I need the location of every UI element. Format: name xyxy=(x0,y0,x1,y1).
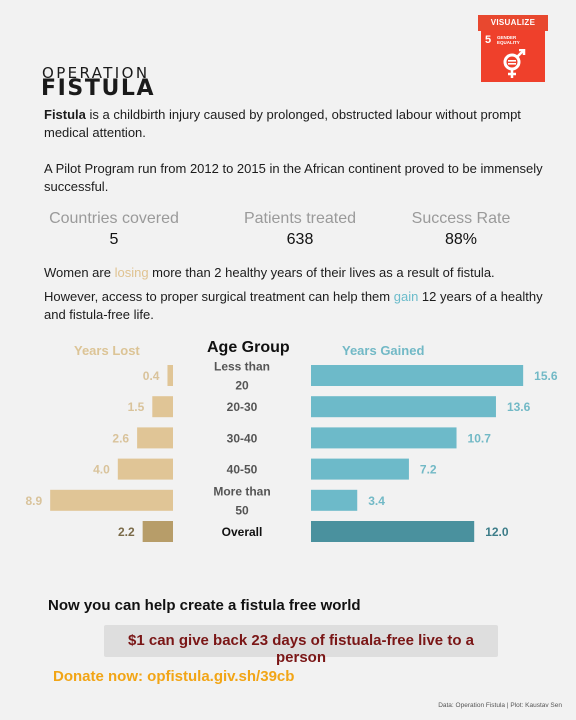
lost-bar xyxy=(152,396,173,418)
impact-p1-after: more than 2 healthy years of their lives… xyxy=(148,265,495,280)
donate-link[interactable]: Donate now: opfistula.giv.sh/39cb xyxy=(53,668,295,685)
gained-bar xyxy=(311,458,409,480)
cta-title: Now you can help create a fistula free w… xyxy=(48,597,361,614)
intro-rest: is a childbirth injury caused by prolong… xyxy=(44,107,521,140)
sdg-goal-text-2: EQUALITY xyxy=(497,40,520,45)
sdg-goal-number: 5 xyxy=(485,34,492,46)
sdg-goal-badge: 5 GENDER EQUALITY xyxy=(481,30,545,82)
cta-box: $1 can give back 23 days of fistuala-fre… xyxy=(104,625,498,666)
cta-box-text: $1 can give back 23 days of fistuala-fre… xyxy=(128,632,474,666)
logo-line-1: OPERATION xyxy=(42,64,150,82)
intro-paragraph: Fistula is a childbirth injury caused by… xyxy=(44,106,544,142)
lost-bar xyxy=(50,489,173,511)
gained-bar xyxy=(311,396,496,418)
age-group-label: 30-40 xyxy=(227,431,258,445)
lost-value-label: 4.0 xyxy=(93,463,110,477)
header-years-gained: Years Gained xyxy=(342,343,425,358)
age-group-label: More than xyxy=(213,484,270,498)
impact-p1-before: Women are xyxy=(44,265,115,280)
gained-value-label: 7.2 xyxy=(420,463,437,477)
impact-losing-word: losing xyxy=(114,265,149,280)
age-group-label: 20 xyxy=(235,379,249,393)
lost-bar xyxy=(167,365,173,386)
stat-value-patients: 638 xyxy=(286,231,314,248)
lost-value-label: 1.5 xyxy=(128,400,145,414)
header-age-group: Age Group xyxy=(207,339,290,356)
gained-value-label: 13.6 xyxy=(507,400,531,414)
stat-label-success: Success Rate xyxy=(411,210,511,227)
lost-value-label: 8.9 xyxy=(25,494,42,508)
age-group-label: 20-30 xyxy=(227,400,258,414)
age-group-label: Less than xyxy=(214,360,270,374)
gained-value-label: 10.7 xyxy=(468,431,492,445)
lost-bar xyxy=(137,427,173,449)
gained-bar xyxy=(311,365,524,386)
impact-p2-after: 12 years of a healthy and fistula-free l… xyxy=(44,289,543,322)
sdg-goal-text: GENDER EQUALITY xyxy=(497,35,537,45)
gained-value-label: 3.4 xyxy=(368,494,385,508)
stat-label-patients: Patients treated xyxy=(243,210,357,227)
gained-value-label: 12.0 xyxy=(485,525,509,539)
stat-label-countries: Countries covered xyxy=(49,210,179,227)
logo-line-2: FISTULA xyxy=(41,76,156,101)
gained-bar xyxy=(311,521,475,542)
age-group-label: Overall xyxy=(222,525,263,539)
impact-gain-word: gain xyxy=(393,289,419,304)
intro-bold: Fistula xyxy=(44,107,86,122)
credit-text: Data: Operation Fistula | Plot: Kaustav … xyxy=(438,702,562,709)
lost-value-label: 2.2 xyxy=(118,525,135,539)
gender-equality-icon xyxy=(503,49,526,78)
pilot-paragraph: A Pilot Program run from 2012 to 2015 in… xyxy=(44,161,543,194)
age-group-label: 40-50 xyxy=(227,463,258,477)
lost-value-label: 2.6 xyxy=(112,431,129,445)
gained-value-label: 15.6 xyxy=(534,369,558,383)
stat-value-success: 88% xyxy=(444,231,478,248)
gained-bar xyxy=(311,489,358,511)
stat-value-countries: 5 xyxy=(109,231,119,248)
impact-paragraph-2: However, access to proper surgical treat… xyxy=(44,288,544,324)
header-years-lost: Years Lost xyxy=(74,343,140,358)
lost-bar xyxy=(117,458,173,480)
gained-bar xyxy=(311,427,457,449)
visualize-badge-header: VISUALIZE xyxy=(478,15,548,31)
lost-value-label: 0.4 xyxy=(143,369,160,383)
impact-paragraph-1: Women are losing more than 2 healthy yea… xyxy=(44,264,544,282)
sdg-goal-text-1: GENDER xyxy=(497,35,517,40)
age-group-label: 50 xyxy=(235,503,249,517)
impact-p2-before: However, access to proper surgical treat… xyxy=(44,289,394,304)
lost-bar xyxy=(142,521,173,542)
